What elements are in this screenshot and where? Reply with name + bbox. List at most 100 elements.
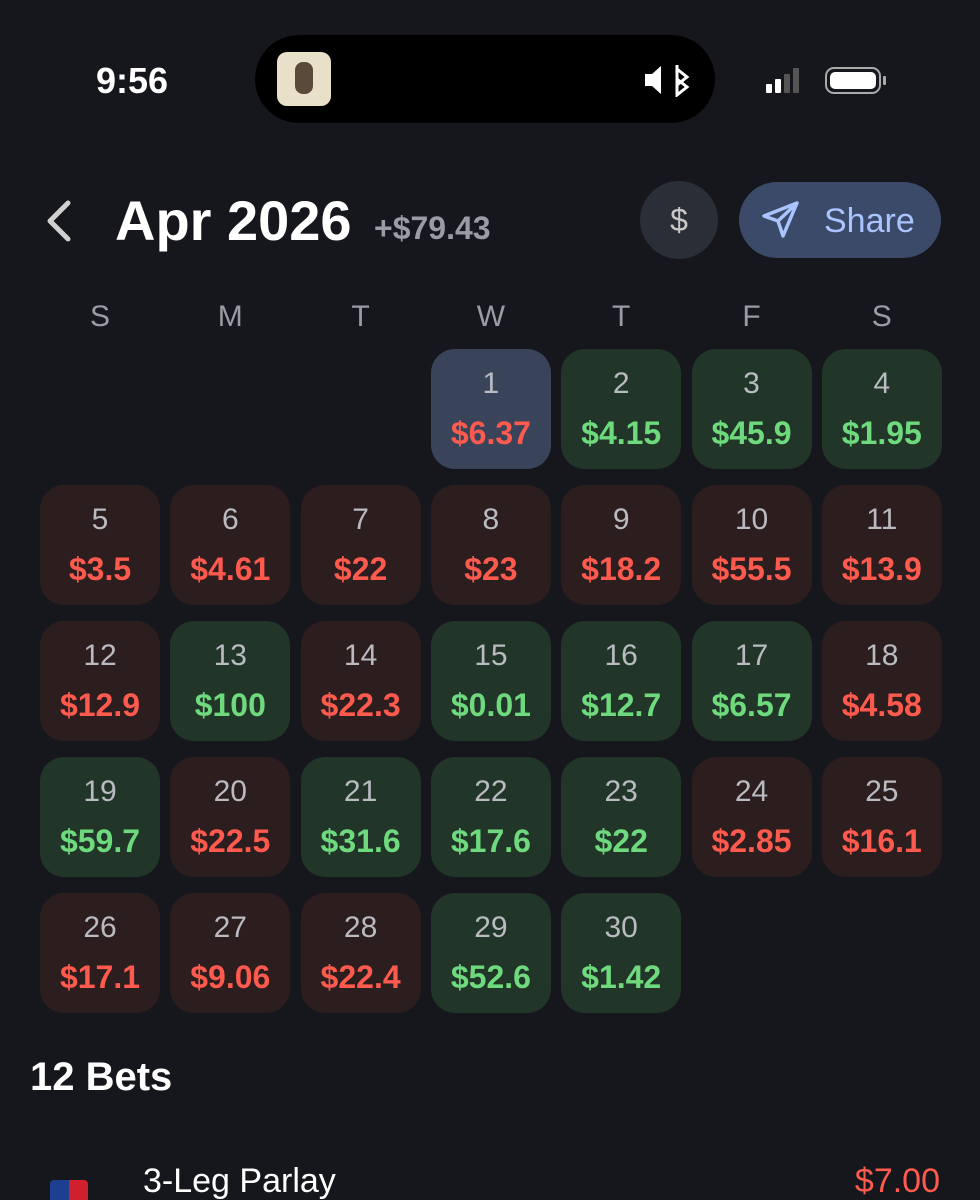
day-cell[interactable]: 27 $9.06 — [170, 893, 291, 1013]
day-number: 30 — [604, 911, 638, 944]
day-amount: $1.95 — [841, 415, 922, 451]
day-cell[interactable]: 12 $12.9 — [40, 621, 160, 741]
dynamic-island — [255, 35, 715, 123]
day-cell[interactable]: 29 $52.6 — [430, 893, 551, 1013]
weekday-label: M — [217, 300, 243, 333]
day-number: 19 — [83, 775, 117, 808]
day-cell[interactable]: 14 $22.3 — [300, 621, 421, 741]
day-amount: $45.9 — [711, 415, 792, 451]
day-amount: $4.58 — [841, 687, 922, 723]
day-cell[interactable]: 1 $6.37 — [430, 349, 551, 469]
day-number: 24 — [734, 775, 769, 808]
status-time: 9:56 — [96, 60, 169, 101]
day-number: 6 — [221, 503, 239, 536]
weekday-label: F — [742, 300, 761, 333]
day-cell[interactable]: 18 $4.58 — [821, 621, 942, 741]
day-cell[interactable]: 7 $22 — [300, 485, 421, 605]
day-cell[interactable]: 6 $4.61 — [170, 485, 291, 605]
day-cell[interactable]: 23 $22 — [561, 757, 682, 877]
day-amount: $31.6 — [320, 823, 401, 859]
day-amount: $0.01 — [450, 687, 531, 723]
day-number: 13 — [213, 639, 247, 672]
day-number: 14 — [343, 639, 378, 672]
day-cell[interactable]: 22 $17.6 — [430, 757, 551, 877]
day-number: 26 — [83, 911, 117, 944]
back-button[interactable] — [44, 200, 74, 242]
day-cell[interactable]: 4 $1.95 — [821, 349, 942, 469]
day-amount: $22 — [594, 823, 648, 859]
day-number: 17 — [734, 639, 769, 672]
day-amount: $22.4 — [320, 959, 401, 995]
day-cell[interactable]: 28 $22.4 — [300, 893, 421, 1013]
weekday-label: S — [871, 300, 892, 333]
share-icon — [762, 201, 799, 238]
day-number: 10 — [734, 503, 769, 536]
day-amount: $4.61 — [190, 551, 271, 587]
day-number: 20 — [213, 775, 247, 808]
signal-battery — [766, 67, 886, 94]
day-number: 23 — [604, 775, 638, 808]
day-number: 21 — [343, 775, 378, 808]
day-number: 1 — [482, 367, 500, 400]
day-amount: $55.5 — [711, 551, 792, 587]
day-amount: $9.06 — [190, 959, 271, 995]
day-cell[interactable]: 26 $17.1 — [40, 893, 160, 1013]
day-cell[interactable]: 19 $59.7 — [40, 757, 160, 877]
day-number: 11 — [866, 503, 898, 536]
day-cell[interactable]: 3 $45.9 — [691, 349, 812, 469]
day-number: 18 — [865, 639, 899, 672]
day-cell[interactable]: 9 $18.2 — [561, 485, 682, 605]
month-total: +$79.43 — [374, 210, 491, 246]
day-cell[interactable]: 8 $23 — [430, 485, 551, 605]
mute-bluetooth-icon — [645, 65, 690, 97]
day-amount: $2.85 — [711, 823, 792, 859]
day-amount: $13.9 — [841, 551, 922, 587]
day-amount: $6.57 — [711, 687, 792, 723]
day-number: 5 — [91, 503, 109, 536]
day-cell[interactable]: 25 $16.1 — [821, 757, 942, 877]
day-number: 7 — [352, 503, 369, 536]
league-logo — [50, 1180, 88, 1200]
day-cell[interactable]: 17 $6.57 — [691, 621, 812, 741]
bet-title: 3-Leg Parlay — [143, 1162, 336, 1200]
day-cell[interactable]: 30 $1.42 — [561, 893, 682, 1013]
day-cell[interactable]: 11 $13.9 — [821, 485, 942, 605]
currency-button[interactable]: $ — [640, 181, 718, 259]
day-amount: $22 — [333, 551, 388, 587]
day-cell[interactable]: 21 $31.6 — [300, 757, 421, 877]
day-number: 22 — [474, 775, 508, 808]
day-cell[interactable]: 20 $22.5 — [170, 757, 291, 877]
day-amount: $22.5 — [190, 823, 271, 859]
day-number: 29 — [474, 911, 508, 944]
day-number: 28 — [343, 911, 378, 944]
day-amount: $3.5 — [68, 551, 132, 587]
bet-row[interactable]: 3-Leg Parlay $7.00 — [0, 1158, 980, 1200]
day-cell[interactable]: 15 $0.01 — [430, 621, 551, 741]
day-number: 16 — [604, 639, 638, 672]
day-cell[interactable]: 2 $4.15 — [561, 349, 682, 469]
day-amount: $17.6 — [450, 823, 531, 859]
day-number: 12 — [83, 639, 117, 672]
day-cell[interactable]: 13 $100 — [170, 621, 291, 741]
day-amount: $100 — [194, 687, 266, 723]
day-amount: $17.1 — [59, 959, 141, 995]
weekday-label: T — [351, 300, 370, 333]
day-number: 8 — [482, 503, 500, 536]
day-cell[interactable]: 10 $55.5 — [691, 485, 812, 605]
share-button[interactable]: Share — [739, 182, 941, 258]
day-cell[interactable]: 24 $2.85 — [691, 757, 812, 877]
day-amount: $52.6 — [450, 959, 531, 995]
day-number: 27 — [213, 911, 247, 944]
day-amount: $16.1 — [841, 823, 922, 859]
album-art — [277, 52, 331, 106]
day-cell[interactable]: 5 $3.5 — [40, 485, 160, 605]
day-amount: $1.42 — [581, 959, 662, 995]
day-amount: $12.7 — [581, 687, 662, 723]
day-number: 4 — [873, 367, 891, 400]
day-amount: $59.7 — [59, 823, 141, 859]
day-number: 3 — [743, 367, 760, 400]
day-cell[interactable]: 16 $12.7 — [561, 621, 682, 741]
day-number: 25 — [865, 775, 899, 808]
day-number: 15 — [474, 639, 508, 672]
day-amount: $4.15 — [581, 415, 662, 451]
